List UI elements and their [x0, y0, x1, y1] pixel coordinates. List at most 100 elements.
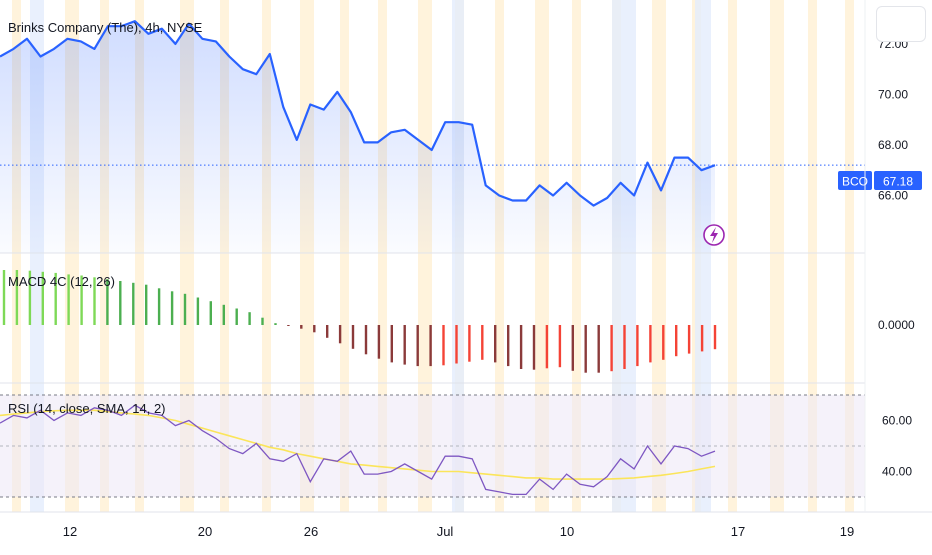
- lightning-icon[interactable]: [703, 224, 725, 246]
- macd-bar: [248, 312, 251, 325]
- macd-bar: [41, 271, 44, 325]
- time-tick-label: 10: [560, 524, 574, 539]
- macd-bar: [351, 325, 355, 349]
- macd-bar: [649, 325, 652, 363]
- macd-bar: [675, 325, 678, 357]
- macd-bar: [713, 325, 717, 350]
- macd-bar: [300, 325, 303, 329]
- macd-bar: [313, 325, 316, 333]
- session-stripe: [418, 0, 432, 512]
- macd-bar: [274, 323, 277, 325]
- symbol-badge-label: BCO: [842, 175, 868, 189]
- macd-bar: [222, 304, 225, 325]
- macd-bar: [519, 325, 523, 369]
- time-tick-label: 17: [731, 524, 745, 539]
- time-tick-label: 20: [198, 524, 212, 539]
- symbol-badge[interactable]: BCO 67.18: [838, 171, 922, 190]
- rsi-title: RSI (14, close, SMA, 14, 2): [8, 401, 166, 416]
- macd-bar: [364, 325, 368, 355]
- macd-bar: [468, 325, 471, 362]
- macd-bar: [157, 288, 161, 325]
- session-stripe: [12, 0, 21, 512]
- rsi-tick-label: 40.00: [882, 465, 912, 479]
- macd-bar: [481, 325, 484, 360]
- macd-bar: [442, 325, 445, 366]
- macd-bar: [662, 325, 665, 360]
- macd-bar: [170, 291, 174, 325]
- price-area-fill: [0, 21, 715, 254]
- time-tick-label: Jul: [437, 524, 454, 539]
- last-price-badge-bg: [874, 171, 922, 190]
- macd-bar: [687, 325, 691, 354]
- rsi-sma-line: [0, 409, 716, 480]
- session-stripe-blue: [695, 0, 711, 512]
- time-axis: 12 20 26 Jul 10 17 19: [63, 524, 854, 539]
- macd-bar: [287, 325, 290, 326]
- macd-bar: [416, 325, 419, 367]
- macd-bar: [209, 301, 212, 325]
- session-stripe: [340, 0, 349, 512]
- price-line: [0, 20, 716, 207]
- price-tick-label: 70.00: [878, 87, 908, 101]
- macd-bar: [494, 325, 497, 363]
- time-tick-label: 26: [304, 524, 318, 539]
- session-stripe: [262, 0, 271, 512]
- macd-bar: [261, 317, 264, 325]
- macd-bar: [196, 297, 200, 325]
- macd-bar: [67, 274, 70, 325]
- macd-bar: [338, 325, 342, 344]
- chart-title: Brinks Company (The), 4h, NYSE: [8, 20, 203, 35]
- macd-bar: [597, 325, 600, 373]
- session-stripe: [652, 0, 666, 512]
- macd-bar: [429, 325, 432, 367]
- macd-bar: [558, 325, 562, 368]
- macd-bar: [636, 325, 639, 367]
- price-tick-label: 66.00: [878, 188, 908, 202]
- session-stripe: [100, 0, 109, 512]
- session-stripe: [845, 0, 854, 512]
- macd-bar: [584, 325, 587, 373]
- macd-bar: [106, 279, 109, 325]
- session-stripe: [728, 0, 737, 512]
- macd-bar: [2, 270, 6, 325]
- rsi-line: [0, 404, 716, 496]
- session-stripe: [220, 0, 229, 512]
- macd-bar: [455, 325, 458, 364]
- rsi-axis: 60.00 40.00: [882, 414, 912, 479]
- macd-bar: [377, 325, 381, 359]
- macd-bar: [15, 270, 19, 325]
- macd-title: MACD 4C (12, 26): [8, 274, 115, 289]
- macd-bar: [145, 284, 148, 325]
- rsi-tick-label: 60.00: [882, 414, 912, 428]
- macd-bar: [326, 325, 329, 338]
- macd-bar: [532, 325, 536, 370]
- rsi-pane: 60.00 40.00 RSI (14, close, SMA, 14, 2): [0, 394, 912, 498]
- session-stripe: [535, 0, 549, 512]
- session-stripe: [572, 0, 581, 512]
- macd-zero-tick: 0.0000: [878, 318, 915, 332]
- macd-bar: [610, 325, 613, 372]
- macd-pane: MACD 4C (12, 26) 0.0000: [2, 270, 915, 373]
- macd-bar: [571, 325, 574, 371]
- chart-settings-button[interactable]: [876, 6, 926, 42]
- session-stripe: [808, 0, 817, 512]
- macd-bar: [93, 277, 96, 325]
- time-tick-label: 12: [63, 524, 77, 539]
- macd-bar: [545, 325, 549, 369]
- macd-bar: [54, 272, 57, 325]
- macd-bar: [390, 325, 393, 363]
- macd-bar: [80, 275, 83, 325]
- session-stripe: [135, 0, 144, 512]
- macd-bar: [119, 281, 122, 325]
- macd-bar: [28, 270, 32, 325]
- time-tick-label: 19: [840, 524, 854, 539]
- session-stripe: [378, 0, 387, 512]
- macd-bar: [507, 325, 510, 367]
- session-stripe: [495, 0, 504, 512]
- macd-bar: [403, 325, 406, 365]
- symbol-badge-bg: [838, 171, 872, 190]
- macd-bar: [183, 293, 187, 325]
- macd-histogram: [2, 270, 717, 373]
